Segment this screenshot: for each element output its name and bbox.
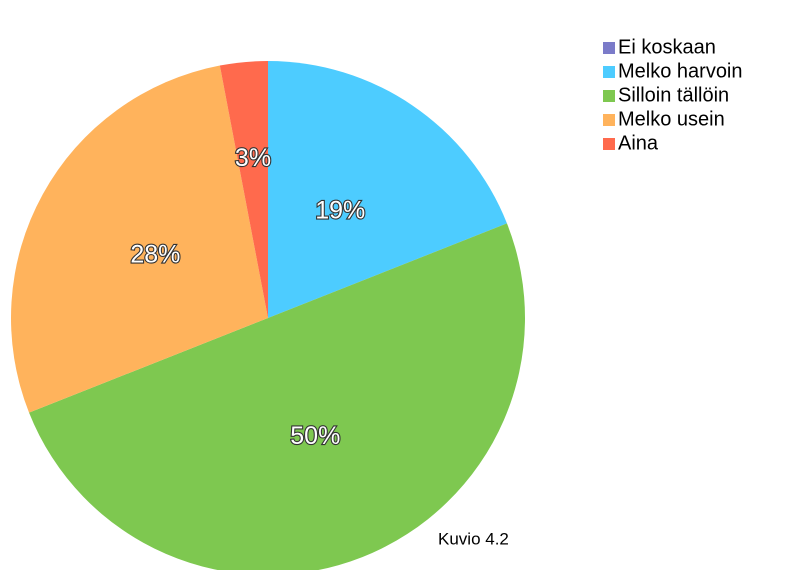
- legend-label: Melko usein: [618, 108, 725, 130]
- legend-swatch: [603, 138, 615, 150]
- pie-slice: [11, 65, 269, 413]
- legend-swatch: [603, 114, 615, 126]
- legend-label: Ei koskaan: [618, 36, 716, 58]
- legend-swatch: [603, 42, 615, 54]
- data-label: 19%: [315, 196, 365, 224]
- legend-swatch: [603, 66, 615, 78]
- data-label: 28%: [130, 241, 180, 269]
- pie-slice: [219, 61, 268, 318]
- pie-slice: [268, 61, 507, 318]
- pie-slice: [29, 223, 525, 570]
- legend-swatch: [603, 90, 615, 102]
- legend-label: Melko harvoin: [618, 60, 743, 82]
- annotation: Kuvio 4.2: [438, 529, 509, 548]
- data-label: 3%: [235, 144, 271, 172]
- legend-label: Silloin tällöin: [618, 84, 729, 106]
- data-label: 50%: [290, 422, 340, 450]
- legend-label: Aina: [618, 132, 659, 154]
